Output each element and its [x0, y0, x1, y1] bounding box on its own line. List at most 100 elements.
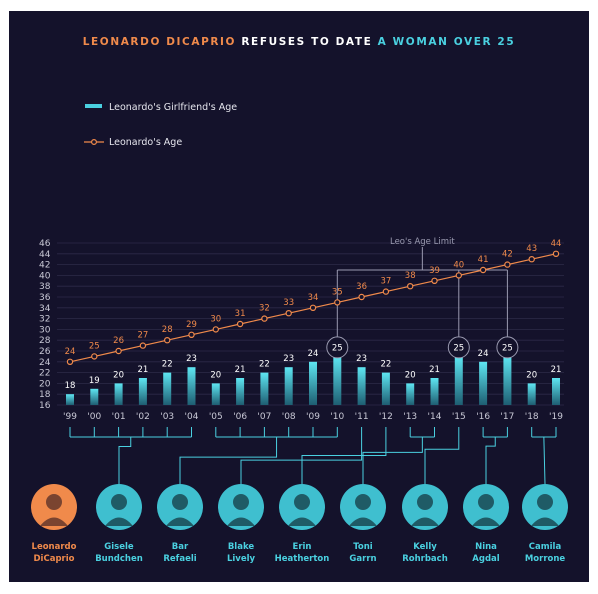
- year-bracket: [240, 427, 363, 484]
- age-point: [358, 293, 365, 301]
- title-name: LEONARDO DICAPRIO: [82, 36, 237, 48]
- y-tick-label: 34: [39, 304, 51, 314]
- bar-value-label: 19: [89, 376, 100, 386]
- age-limit-value: 25: [502, 343, 513, 353]
- legend: Leonardo's Girlfriend's Age Leonardo's Ag…: [84, 102, 237, 148]
- age-value-label: 37: [380, 277, 391, 287]
- y-tick-label: 46: [39, 239, 51, 249]
- x-tick-label: '11: [355, 412, 369, 422]
- person-body-icon: [105, 517, 133, 526]
- bar-value-label: 22: [259, 360, 270, 370]
- person-head-icon: [111, 494, 127, 510]
- person-body-icon: [472, 517, 500, 526]
- bar-value-label: 23: [356, 354, 367, 364]
- bar: [211, 383, 220, 405]
- person-first-name: Leonardo: [32, 542, 77, 552]
- x-tick-label: '04: [185, 412, 199, 422]
- age-value-label: 26: [113, 336, 124, 346]
- age-point: [479, 266, 487, 274]
- age-point: [115, 347, 122, 355]
- bracket-connector: [240, 427, 363, 484]
- age-value-label: 28: [162, 325, 173, 335]
- year-bracket: [362, 427, 435, 484]
- age-value-label: 44: [551, 239, 562, 249]
- age-value-label: 33: [283, 298, 294, 308]
- age-point: [382, 288, 390, 295]
- bracket-connector: [485, 437, 496, 484]
- person-head-icon: [46, 494, 62, 510]
- bar-value-label: 21: [429, 365, 440, 375]
- person-head-icon: [478, 494, 494, 510]
- person-body-icon: [531, 517, 559, 526]
- bar-value-label: 21: [137, 365, 148, 375]
- bar: [503, 356, 512, 405]
- person-first-name: Toni: [353, 542, 373, 552]
- bar: [527, 383, 536, 405]
- x-tick-label: '13: [403, 412, 417, 422]
- bracket-connector: [543, 436, 546, 485]
- bar: [284, 367, 293, 405]
- person-last-name: Rohrbach: [402, 554, 448, 564]
- title-middle: REFUSES TO DATE: [241, 36, 373, 48]
- age-value-label: 35: [332, 287, 343, 297]
- y-tick-label: 28: [39, 336, 51, 346]
- legend-line-label: Leonardo's Age: [109, 137, 182, 148]
- y-tick-label: 36: [39, 293, 51, 303]
- bar: [90, 388, 99, 405]
- person-first-name: Erin: [293, 542, 312, 552]
- bracket-connector: [424, 427, 460, 484]
- person-body-icon: [288, 517, 316, 526]
- person-head-icon: [537, 494, 553, 510]
- legend-bar-swatch: [85, 104, 102, 108]
- year-bracket: [531, 427, 557, 485]
- age-value-label: 34: [308, 293, 319, 303]
- age-point: [455, 272, 462, 279]
- x-tick-label: '17: [500, 412, 514, 422]
- bar-value-label: 23: [283, 354, 294, 364]
- age-value-label: 32: [259, 304, 270, 314]
- age-point: [552, 250, 560, 257]
- bar-value-label: 20: [113, 370, 124, 380]
- bar: [309, 361, 317, 405]
- x-tick-label: '08: [282, 412, 296, 422]
- age-point: [407, 283, 414, 290]
- person-body-icon: [166, 517, 194, 526]
- y-tick-label: 42: [39, 261, 50, 271]
- person-first-name: Blake: [228, 542, 255, 552]
- bracket-connector: [118, 437, 132, 484]
- person-agdal: Nina Agdal: [463, 427, 509, 564]
- person-last-name: Refaeli: [163, 554, 196, 564]
- age-value-label: 40: [453, 260, 464, 270]
- bar: [66, 394, 74, 405]
- x-tick-label: '14: [428, 412, 442, 422]
- age-point: [261, 315, 268, 322]
- age-value-label: 29: [186, 320, 197, 330]
- age-point: [334, 299, 341, 306]
- person-head-icon: [294, 494, 310, 510]
- age-value-label: 30: [210, 314, 221, 324]
- legend-line-dot: [90, 139, 97, 146]
- person-first-name: Kelly: [413, 542, 437, 552]
- person-lively: Blake Lively: [218, 427, 363, 564]
- person-rohrbach: Kelly Rohrbach: [402, 427, 460, 564]
- x-tick-label: '18: [525, 412, 539, 422]
- year-bracket: [482, 427, 508, 484]
- person-garrn: Toni Garrn: [340, 427, 435, 564]
- age-value-label: 25: [89, 341, 100, 351]
- x-tick-label: '12: [379, 412, 393, 422]
- annotation-label: Leo's Age Limit: [390, 237, 455, 247]
- person-morrone: Camila Morrone: [522, 427, 568, 564]
- y-tick-label: 20: [39, 379, 51, 389]
- age-point: [285, 310, 292, 317]
- bar-value-label: 20: [210, 370, 221, 380]
- bracket-connector: [179, 437, 278, 484]
- y-tick-label: 30: [39, 325, 51, 335]
- person-last-name: Morrone: [525, 554, 566, 564]
- bar: [333, 356, 342, 405]
- year-bracket: [424, 427, 460, 484]
- person-last-name: Garrn: [349, 554, 376, 564]
- bar: [114, 383, 123, 405]
- y-tick-label: 24: [39, 358, 51, 368]
- age-point: [91, 353, 98, 360]
- bar: [381, 372, 390, 405]
